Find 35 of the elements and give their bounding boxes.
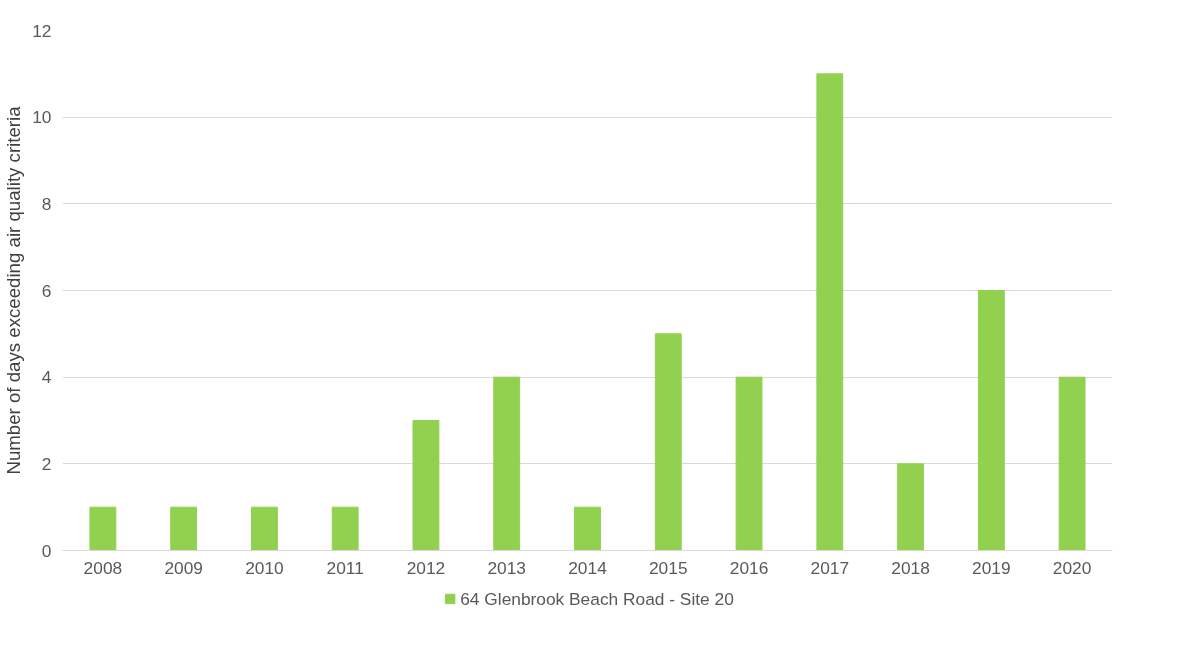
x-tick-label: 2009 [164,557,203,578]
y-tick-label: 8 [41,193,52,214]
y-tick-label: 6 [41,280,52,301]
y-axis-title: Number of days exceeding air quality criteria [3,105,25,475]
x-tick-label: 2016 [729,557,769,578]
bar [574,506,601,551]
y-tick-label: 10 [32,107,52,128]
x-tick-label: 2018 [891,557,930,578]
x-tick-label: 2015 [649,557,688,578]
y-tick-label: 4 [41,367,52,388]
x-tick-label: 2017 [810,557,850,578]
bar [412,420,440,551]
bar [493,376,521,551]
bar [170,506,198,551]
x-tick-label: 2012 [406,557,446,578]
x-tick-label: 2019 [972,557,1011,578]
x-tick-label: 2013 [487,557,527,578]
x-tick-label: 2014 [568,557,608,578]
bar [89,506,117,551]
bar [654,333,682,551]
x-tick-label: 2010 [245,557,284,578]
x-tick-label: 2011 [326,557,364,578]
legend-label: 64 Glenbrook Beach Road - Site 20 [460,588,734,609]
bar [331,506,359,551]
x-tick-label: 2020 [1052,557,1092,578]
bar [251,506,278,551]
y-tick-label: 0 [41,540,52,561]
bar [897,463,924,551]
x-tick-label: 2008 [83,557,123,578]
bar [735,376,763,551]
y-tick-label: 2 [41,453,52,474]
bar [1058,376,1086,551]
bar [977,290,1005,551]
bar [816,73,844,551]
y-tick-label: 12 [32,20,52,41]
